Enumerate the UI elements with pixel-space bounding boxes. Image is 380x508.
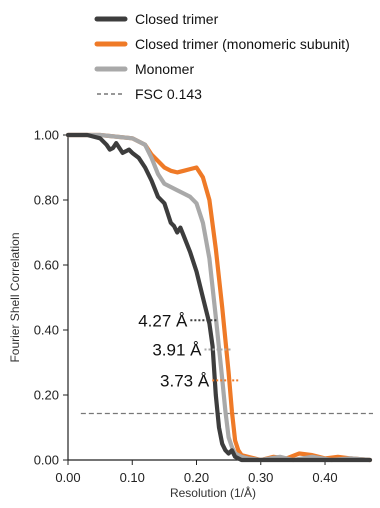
x-tick-label: 0.10 xyxy=(120,470,145,485)
annotation-label: 3.73 Å xyxy=(160,371,210,390)
y-tick-label: 0.60 xyxy=(34,258,59,273)
x-tick-label: 0.00 xyxy=(55,470,80,485)
x-tick-label: 0.40 xyxy=(312,470,337,485)
series-line-closed-trimer xyxy=(65,132,373,463)
legend: Closed trimer Closed trimer (monomeric su… xyxy=(94,11,350,102)
x-axis-label: Resolution (1/Å) xyxy=(170,485,256,500)
y-tick-label: 0.80 xyxy=(34,193,59,208)
legend-label: Monomer xyxy=(135,61,194,77)
y-tick-label: 0.40 xyxy=(34,323,59,338)
x-tick-label: 0.20 xyxy=(184,470,209,485)
y-axis-label: Fourier Shell Correlation xyxy=(8,232,22,362)
y-tick-label: 0.20 xyxy=(34,388,59,403)
annotation-label: 4.27 Å xyxy=(138,311,188,330)
x-tick-label: 0.30 xyxy=(248,470,273,485)
annotation-label: 3.91 Å xyxy=(152,341,202,360)
series-lines xyxy=(65,132,373,463)
legend-label: Closed trimer (monomeric subunit) xyxy=(135,36,350,52)
resolution-annotations: 4.27 Å 3.91 Å 3.73 Å xyxy=(138,311,241,390)
axes: 0.00 0.20 0.40 0.60 0.80 1.00 0.00 0.10 0.20 0.30… xyxy=(8,128,370,500)
legend-label: FSC 0.143 xyxy=(135,86,202,102)
legend-label: Closed trimer xyxy=(135,11,219,27)
series-line-monomer xyxy=(65,132,373,463)
y-tick-label: 1.00 xyxy=(34,128,59,143)
series-line-closed-trimer-monomeric-subunit xyxy=(65,132,373,463)
y-tick-label: 0.00 xyxy=(34,453,59,468)
